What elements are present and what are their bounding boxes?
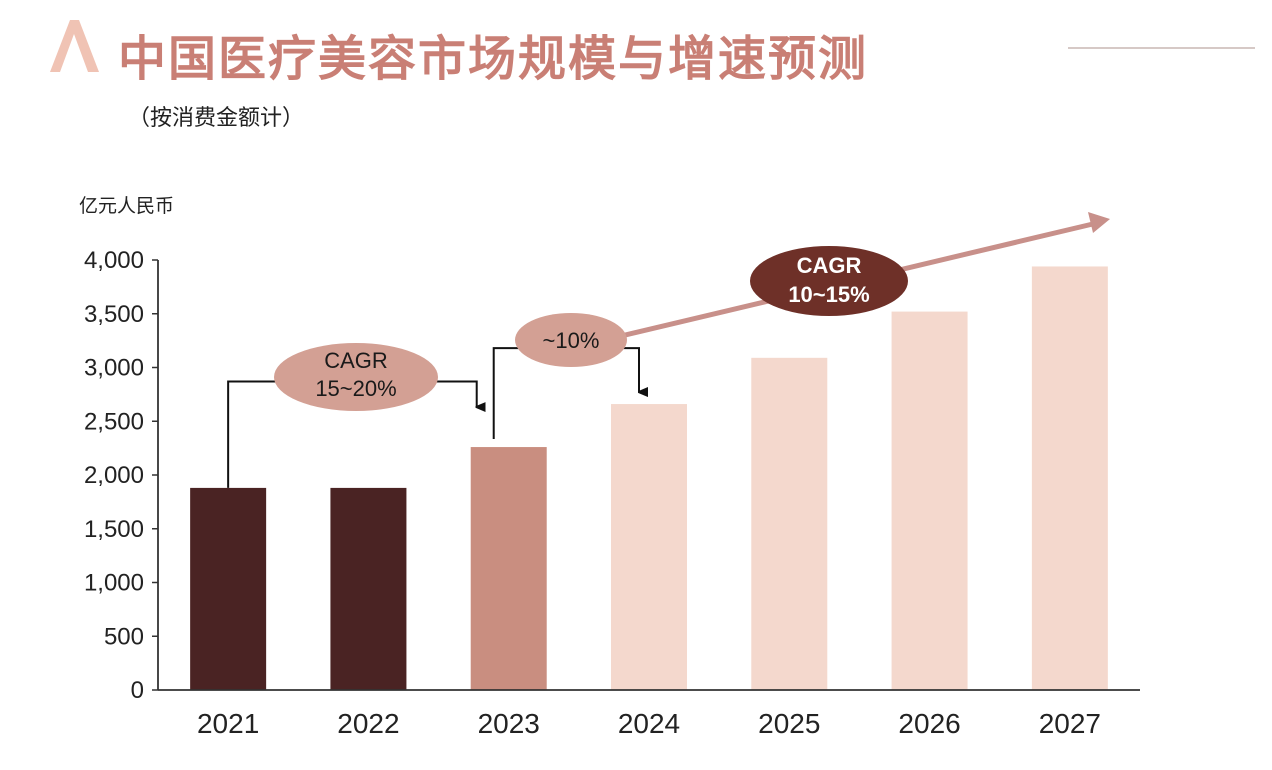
bar-2022 bbox=[330, 487, 407, 690]
x-tick-label: 2025 bbox=[758, 708, 820, 739]
x-tick-label: 2021 bbox=[197, 708, 259, 739]
y-axis-label: 亿元人民币 bbox=[79, 195, 174, 217]
x-tick-label: 2026 bbox=[898, 708, 960, 739]
bar-2026 bbox=[891, 311, 968, 690]
cagr-2-value: 10~15% bbox=[788, 282, 869, 307]
x-tick-label: 2022 bbox=[337, 708, 399, 739]
y-tick-label: 2,000 bbox=[84, 462, 144, 489]
axes bbox=[157, 260, 1140, 691]
bar-2027 bbox=[1031, 266, 1108, 690]
x-tick-label: 2024 bbox=[618, 708, 680, 739]
growth-bubble bbox=[515, 313, 627, 367]
x-tick-label: 2027 bbox=[1039, 708, 1101, 739]
y-tick-label: 4,000 bbox=[84, 247, 144, 274]
bar-2024 bbox=[611, 404, 687, 690]
y-tick-label: 500 bbox=[104, 623, 144, 650]
y-ticks: 0 500 1,000 1,500 2,000 2,500 3,000 3,500 4,000 bbox=[84, 247, 158, 704]
chart-subtitle: （按消费金额计） bbox=[128, 106, 304, 131]
y-tick-label: 3,000 bbox=[84, 355, 144, 382]
bars bbox=[190, 266, 1108, 690]
cagr-1-value: 15~20% bbox=[315, 376, 396, 401]
bar-2025 bbox=[751, 357, 828, 690]
x-ticks: 2021 2022 2023 2024 2025 2026 2027 bbox=[197, 708, 1101, 739]
y-tick-label: 3,500 bbox=[84, 301, 144, 328]
y-tick-label: 0 bbox=[131, 677, 144, 704]
logo-icon bbox=[50, 20, 99, 72]
trend-arrow-head bbox=[1088, 212, 1110, 233]
annotations: CAGR 15~20% ~10% CAGR 10~15% bbox=[227, 212, 1110, 488]
y-tick-label: 2,500 bbox=[84, 408, 144, 435]
bar-2023 bbox=[470, 447, 547, 690]
cagr-bubble-1 bbox=[274, 343, 438, 411]
bar-2021 bbox=[190, 487, 267, 690]
cagr-bubble-2 bbox=[750, 246, 908, 316]
growth-label: ~10% bbox=[543, 328, 600, 353]
chart-title: 中国医疗美容市场规模与增速预测 bbox=[118, 31, 868, 87]
cagr-1-label: CAGR bbox=[324, 348, 388, 373]
cagr-2-label: CAGR bbox=[797, 253, 862, 278]
y-tick-label: 1,000 bbox=[84, 570, 144, 597]
y-tick-label: 1,500 bbox=[84, 516, 144, 543]
x-tick-label: 2023 bbox=[478, 708, 540, 739]
